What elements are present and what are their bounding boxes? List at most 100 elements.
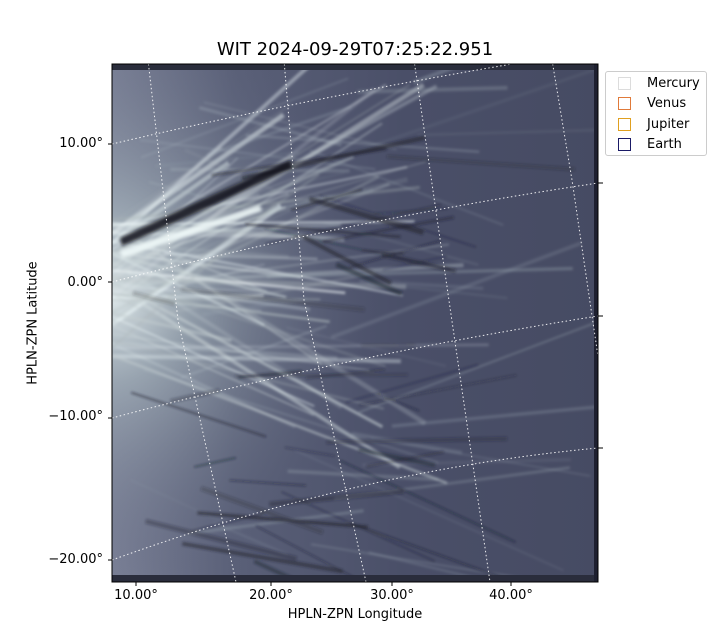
legend: Mercury Venus Jupiter Earth [605, 71, 707, 156]
legend-item-jupiter: Jupiter [618, 116, 689, 132]
faint-streak [309, 149, 504, 226]
legend-label: Earth [647, 136, 682, 152]
dark-streak [349, 240, 441, 269]
dark-streak [234, 373, 408, 378]
streamer-streak [112, 253, 287, 299]
dark-streak [340, 459, 516, 543]
legend-item-mercury: Mercury [618, 75, 700, 91]
streamer-streak [112, 161, 230, 246]
dark-streak [211, 147, 387, 177]
heliospheric-image [112, 64, 598, 582]
dark-streak [335, 262, 403, 297]
dark-streak [374, 208, 448, 214]
dark-streak [319, 194, 477, 248]
y-tick-label: 0.00° [67, 275, 103, 290]
dark-band [120, 160, 292, 246]
dark-streak [361, 343, 415, 347]
dark-streak [269, 488, 404, 507]
plot-frame [111, 63, 599, 583]
figure-title: WIT 2024-09-29T07:25:22.951 [216, 39, 494, 60]
y-axis-label: HPLN-ZPN Latitude [25, 261, 41, 385]
grid-line [112, 64, 513, 145]
faint-streak [330, 241, 582, 340]
dark-streak [358, 374, 517, 407]
dark-streak [377, 393, 420, 412]
dark-streak [322, 215, 455, 244]
dark-streak [200, 485, 324, 535]
dark-streak [358, 447, 436, 468]
streamer-streak [112, 315, 315, 407]
streamer-streak [112, 268, 346, 295]
mercury-swatch [618, 76, 631, 90]
venus-swatch [618, 96, 631, 110]
x-tick-label: 10.00° [114, 588, 158, 603]
faint-streak [321, 220, 479, 266]
dark-streak [284, 446, 336, 458]
x-axis-label: HPLN-ZPN Longitude [287, 607, 423, 622]
faint-streak [357, 85, 508, 94]
faint-streak [203, 101, 397, 151]
dark-streak [194, 456, 236, 468]
dark-streak [181, 541, 343, 574]
jupiter-swatch [618, 117, 631, 131]
grid-line [147, 64, 237, 582]
bright-band [120, 205, 262, 258]
dark-streak [180, 286, 365, 313]
x-tick-label: 30.00° [370, 588, 414, 603]
streamer-streak [112, 324, 315, 416]
legend-label: Mercury [647, 75, 700, 91]
y-tick-label: 10.00° [59, 136, 103, 151]
faint-streak [188, 509, 364, 535]
legend-label: Venus [647, 95, 687, 111]
dark-streak [326, 436, 508, 445]
faint-streak [351, 431, 463, 455]
grid-line [552, 64, 598, 360]
faint-streak [199, 106, 342, 147]
dark-streak [350, 522, 505, 580]
streamer-streak [112, 260, 343, 410]
legend-label: Jupiter [647, 116, 690, 132]
x-tick-label: 20.00° [249, 588, 293, 603]
dark-streak [386, 154, 576, 172]
faint-streak [294, 449, 564, 572]
faint-streak [391, 405, 598, 428]
dark-streak [131, 391, 267, 438]
streamer-streak [112, 333, 370, 372]
x-tick-label: 40.00° [489, 588, 533, 603]
faint-streak [155, 151, 300, 168]
streamer-streak [112, 87, 376, 299]
legend-item-earth: Earth [618, 136, 682, 152]
dark-streak [345, 363, 479, 404]
dark-streak [169, 388, 220, 404]
faint-streak [417, 128, 598, 137]
dark-streak [302, 235, 392, 285]
faint-streak [227, 172, 345, 201]
streamer-streak [112, 343, 489, 350]
grid-line [112, 447, 598, 561]
faint-streak [170, 167, 350, 173]
streamer-streak [112, 311, 232, 342]
faint-streak [180, 324, 328, 379]
faint-streak [362, 458, 571, 467]
y-tick-label: −10.00° [48, 409, 103, 424]
dark-streak [145, 518, 298, 562]
faint-streak [287, 469, 439, 482]
faint-streak [311, 543, 551, 582]
faint-streak [266, 266, 573, 279]
legend-item-venus: Venus [618, 95, 686, 111]
dark-streak [281, 491, 435, 562]
faint-streak [139, 139, 376, 170]
faint-streak [366, 281, 508, 300]
faint-streak [148, 181, 258, 213]
dark-streak [229, 479, 307, 487]
dark-streak [381, 252, 457, 274]
grid-line [283, 64, 367, 582]
y-tick-label: −20.00° [48, 552, 103, 567]
faint-streak [245, 134, 480, 153]
dark-streak [290, 188, 363, 211]
streamer-streak [112, 185, 420, 222]
faint-streak [207, 105, 352, 157]
dark-streak [191, 512, 265, 533]
faint-streak [339, 66, 598, 159]
